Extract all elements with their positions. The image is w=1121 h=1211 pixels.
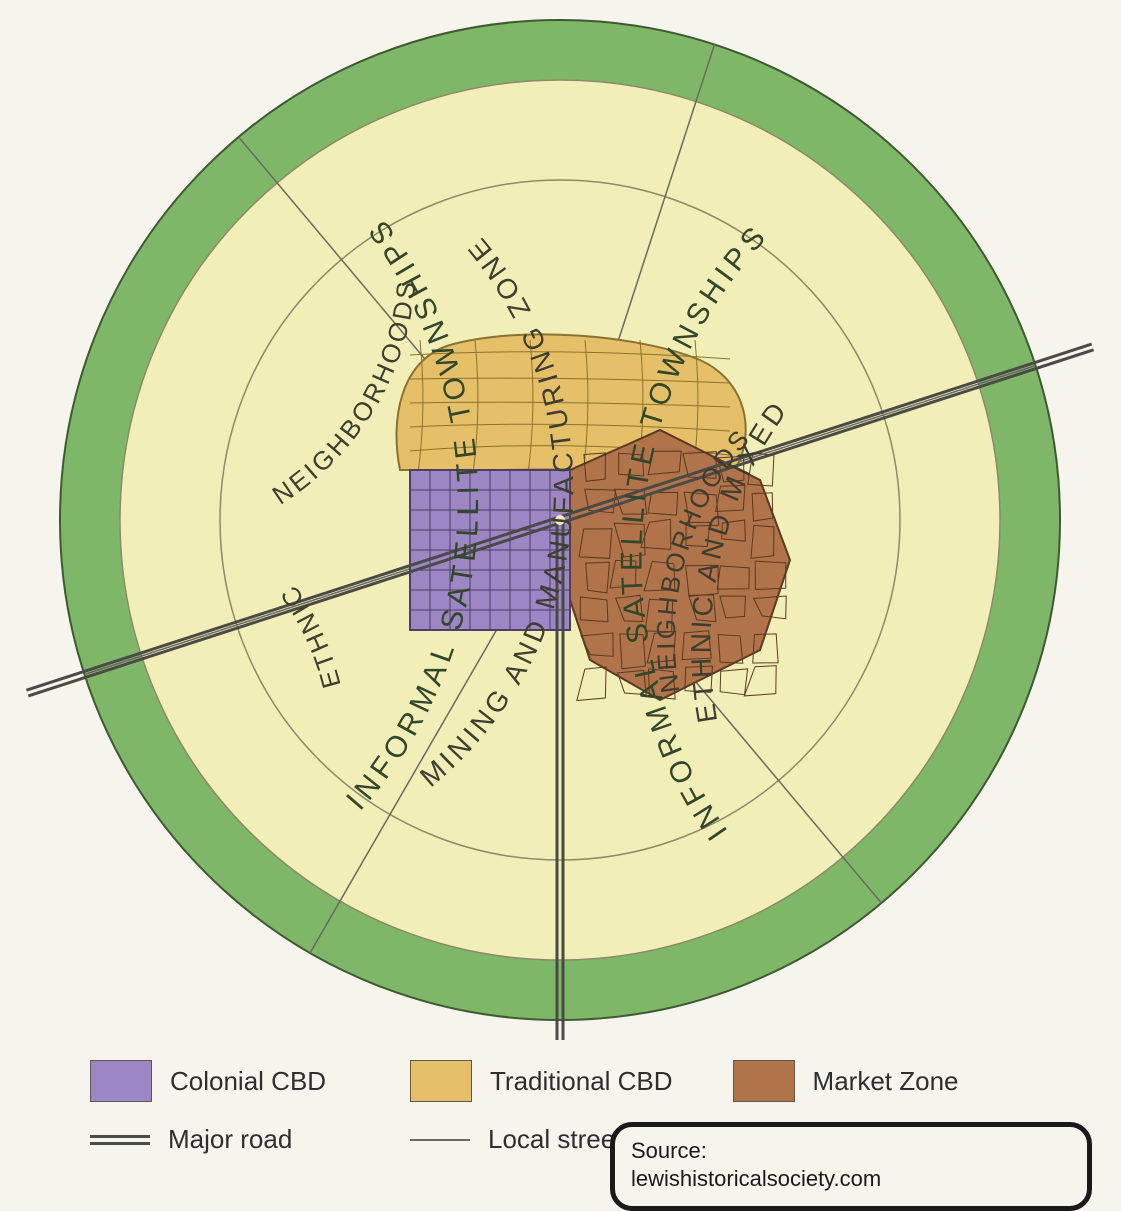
diagram-container: INFORMAL SATELLITE TOWNSHIPSINFORMAL SAT… (0, 0, 1121, 1200)
legend-row-1: Colonial CBD Traditional CBD Market Zone (90, 1060, 1030, 1102)
swatch-market-zone (733, 1060, 795, 1102)
concentric-zone-diagram: INFORMAL SATELLITE TOWNSHIPSINFORMAL SAT… (0, 0, 1121, 1040)
source-prefix: Source: (631, 1137, 1071, 1165)
swatch-traditional-cbd (410, 1060, 472, 1102)
legend-market-zone: Market Zone (733, 1060, 993, 1102)
legend-label: Major road (168, 1124, 292, 1155)
swatch-colonial-cbd (90, 1060, 152, 1102)
swatch-major-road (90, 1131, 150, 1149)
legend-label: Traditional CBD (490, 1066, 673, 1097)
source-text: lewishistoricalsociety.com (631, 1165, 1071, 1193)
legend-label: Local street (488, 1124, 622, 1155)
swatch-local-street (410, 1131, 470, 1149)
legend-traditional-cbd: Traditional CBD (410, 1060, 673, 1102)
legend-label: Market Zone (813, 1066, 959, 1097)
source-citation: Source: lewishistoricalsociety.com (610, 1122, 1092, 1211)
legend-label: Colonial CBD (170, 1066, 326, 1097)
legend-major-road: Major road (90, 1124, 350, 1155)
legend-colonial-cbd: Colonial CBD (90, 1060, 350, 1102)
